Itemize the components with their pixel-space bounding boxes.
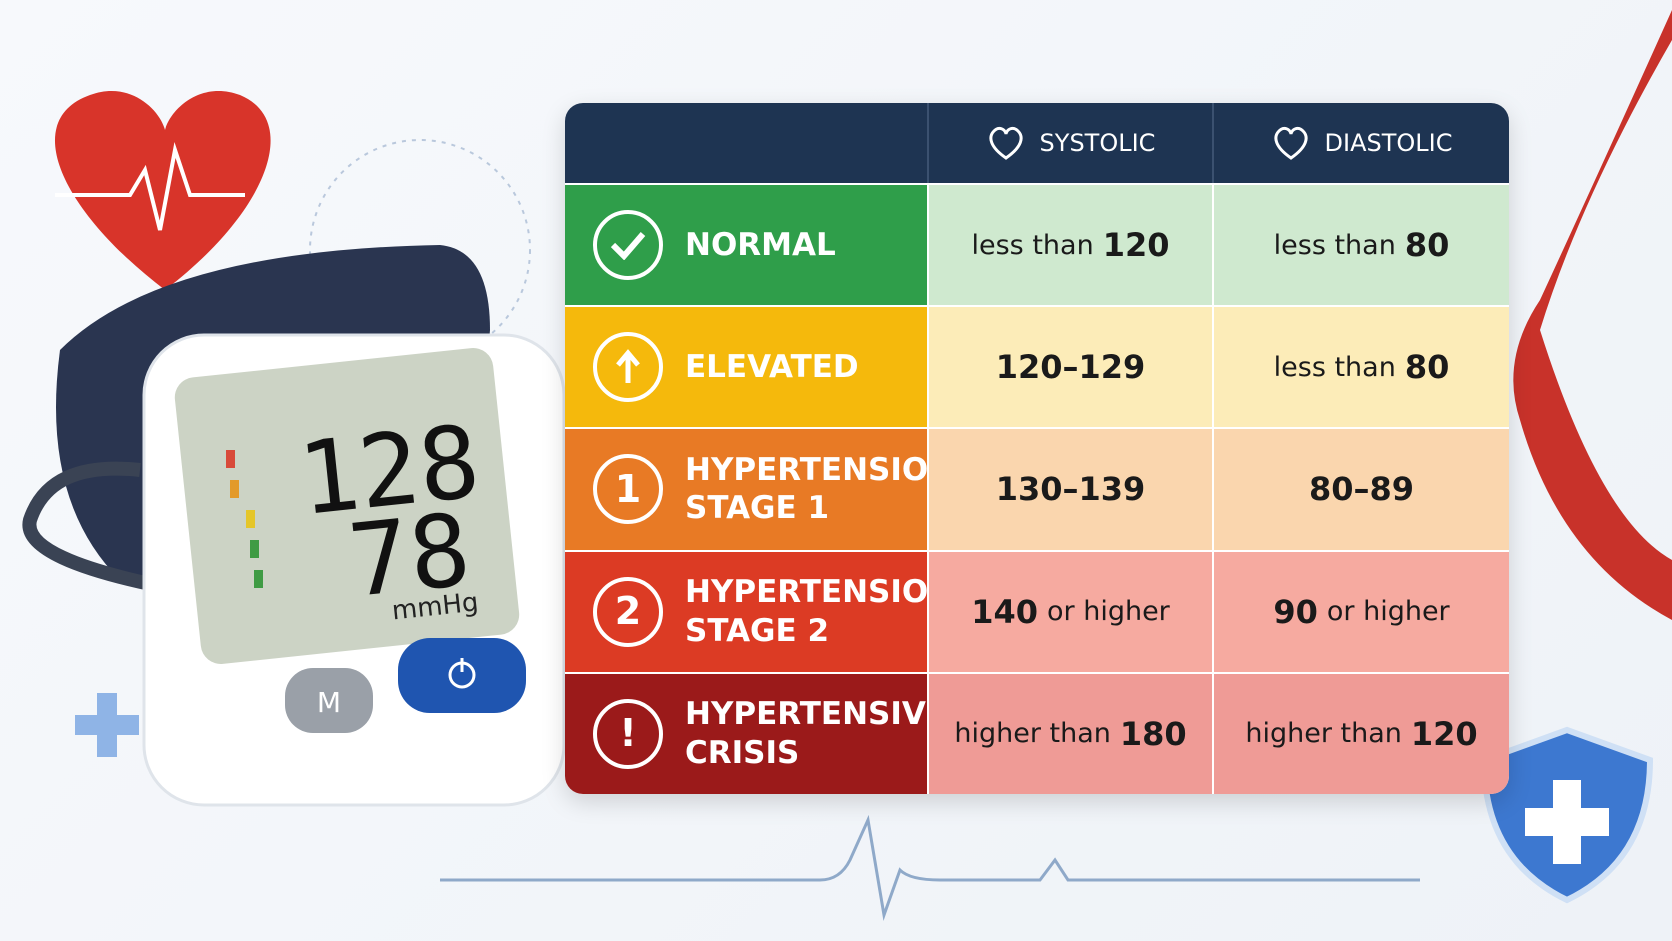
category-line: HYPERTENSION: [685, 573, 955, 610]
diastolic-cell: 90 or higher: [1212, 549, 1509, 672]
header-label: DIASTOLIC: [1324, 129, 1453, 157]
value-text: 120–129: [995, 348, 1146, 387]
bp-table: SYSTOLIC DIASTOLIC NORMAL less than 120 less …: [565, 103, 1509, 794]
category-cell: 2 HYPERTENSION STAGE 2: [565, 549, 954, 672]
value-text: less than: [1273, 351, 1396, 383]
value-text: 80: [1404, 348, 1450, 387]
category-label: HYPERTENSION STAGE 2: [685, 573, 954, 651]
diastolic-cell: less than 80: [1212, 183, 1509, 306]
value-text: 130–139: [995, 470, 1146, 509]
value-text: 120: [1410, 714, 1478, 753]
category-line: NORMAL: [685, 226, 836, 263]
category-icon: !: [593, 698, 663, 769]
value-text: or higher: [1326, 596, 1450, 628]
category-icon: [593, 332, 663, 403]
value-text: less than: [971, 229, 1094, 261]
category-label: HYPERTENSIVE CRISIS: [685, 695, 947, 773]
column-header: DIASTOLIC: [1212, 103, 1509, 183]
value-text: higher than: [954, 718, 1111, 750]
systolic-cell: 130–139: [927, 427, 1212, 550]
m-button-label: M: [317, 686, 341, 719]
systolic-cell: less than 120: [927, 183, 1212, 306]
power-button[interactable]: [398, 638, 526, 713]
header-corner: [565, 103, 927, 183]
category-label: NORMAL: [685, 226, 836, 265]
value-text: higher than: [1245, 718, 1402, 750]
m-button[interactable]: [285, 668, 373, 733]
category-icon: 2: [593, 576, 663, 647]
category-line: HYPERTENSIVE: [685, 696, 948, 733]
category-cell: NORMAL: [565, 183, 927, 306]
category-line: HYPERTENSION: [685, 451, 955, 488]
value-text: 80–89: [1308, 470, 1415, 509]
diastolic-cell: higher than 120: [1212, 671, 1509, 794]
category-cell: ! HYPERTENSIVE CRISIS: [565, 671, 947, 794]
category-line: STAGE 1: [685, 490, 830, 527]
display-systolic: 128: [293, 403, 485, 538]
category-cell: 1 HYPERTENSION STAGE 1: [565, 427, 954, 550]
display-diastolic: 78: [344, 491, 476, 620]
value-text: 90: [1273, 592, 1318, 631]
value-text: 80: [1404, 226, 1450, 265]
category-label: ELEVATED: [685, 348, 859, 387]
column-header: SYSTOLIC: [927, 103, 1212, 183]
diastolic-cell: 80–89: [1212, 427, 1509, 550]
category-line: CRISIS: [685, 734, 800, 771]
systolic-cell: 140 or higher: [927, 549, 1212, 672]
category-icon: 1: [593, 454, 663, 525]
category-cell: ELEVATED: [565, 305, 927, 428]
category-line: STAGE 2: [685, 612, 830, 649]
category-line: ELEVATED: [685, 348, 859, 385]
category-label: HYPERTENSION STAGE 1: [685, 451, 954, 529]
systolic-cell: 120–129: [927, 305, 1212, 428]
systolic-cell: higher than 180: [927, 671, 1212, 794]
header-label: SYSTOLIC: [1039, 129, 1156, 157]
category-icon: [593, 210, 663, 281]
value-text: 120: [1102, 226, 1170, 265]
value-text: 180: [1119, 714, 1187, 753]
value-text: or higher: [1047, 596, 1170, 628]
value-text: 140: [971, 592, 1038, 631]
value-text: less than: [1273, 229, 1396, 261]
diastolic-cell: less than 80: [1212, 305, 1509, 428]
